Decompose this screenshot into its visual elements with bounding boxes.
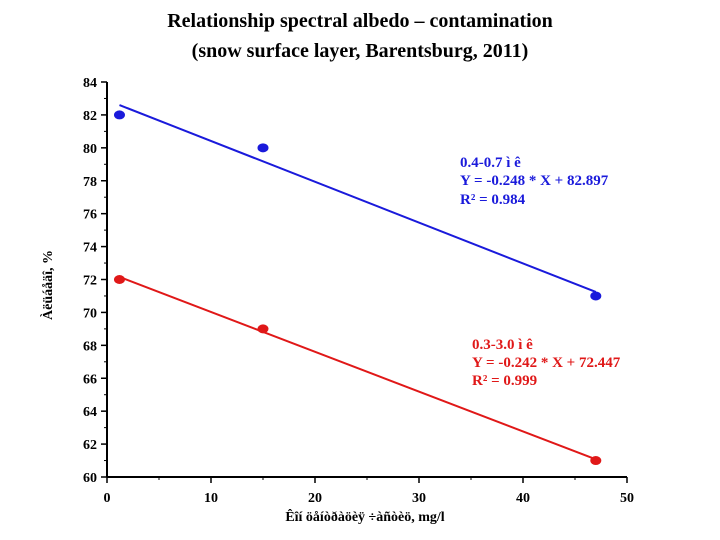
y-tick-label: 70 — [83, 306, 97, 321]
series-2-annotation-equation: Y = -0.242 * X + 72.447 — [472, 355, 621, 371]
series-1-annotation-r2: R² = 0.984 — [460, 192, 526, 208]
series-1-point — [113, 110, 125, 120]
x-tick-label: 30 — [412, 491, 426, 506]
chart-title-line-2: (snow surface layer, Barentsburg, 2011) — [192, 40, 529, 62]
y-tick-label: 84 — [83, 76, 97, 91]
x-tick-label: 50 — [620, 491, 634, 506]
chart-title-line-1: Relationship spectral albedo – contamina… — [167, 10, 553, 32]
series-1-annotation-equation: Y = -0.248 * X + 82.897 — [460, 173, 609, 189]
series-2-annotation-label: 0.3-3.0 ì ê — [472, 337, 533, 353]
y-tick-label: 72 — [83, 274, 97, 289]
y-tick-label: 60 — [83, 471, 97, 486]
y-tick-label: 78 — [83, 175, 97, 190]
y-axis-ticks: 60 62 64 66 68 70 72 74 76 78 80 82 84 — [83, 76, 107, 486]
plot-area — [113, 104, 602, 466]
y-tick-label: 76 — [83, 208, 97, 223]
series-2-point — [113, 275, 125, 284]
x-tick-label: 10 — [204, 491, 218, 506]
axes — [106, 82, 627, 478]
y-tick-label: 82 — [83, 109, 97, 124]
x-axis-ticks: 0 10 20 30 40 50 — [104, 477, 634, 506]
y-tick-label: 68 — [83, 339, 97, 354]
series-2-point — [590, 456, 602, 466]
x-tick-label: 20 — [308, 491, 322, 506]
y-tick-label: 62 — [83, 438, 97, 453]
x-tick-label: 40 — [516, 491, 530, 506]
series-1-point — [590, 291, 602, 301]
y-axis-label: Àëüáåäî, % — [39, 250, 56, 320]
x-tick-label: 0 — [104, 491, 111, 506]
x-axis-label: Êîí öåíòðàöèÿ ÷àñòèö, mg/l — [285, 508, 444, 525]
series-2-point — [257, 324, 269, 334]
y-tick-label: 80 — [83, 142, 97, 157]
series-1-point — [257, 143, 269, 153]
series-2-fit-line — [119, 275, 597, 461]
series-1-fit-line — [119, 104, 597, 293]
y-tick-label: 74 — [83, 241, 97, 256]
series-1-annotation-label: 0.4-0.7 ì ê — [460, 155, 521, 171]
series-2-annotation-r2: R² = 0.999 — [472, 373, 537, 389]
y-tick-label: 66 — [83, 372, 97, 387]
y-tick-label: 64 — [83, 405, 97, 420]
